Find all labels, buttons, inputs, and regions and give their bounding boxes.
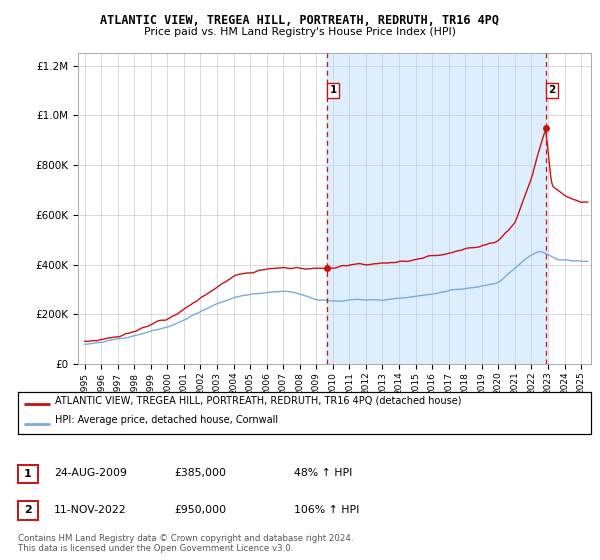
- Text: 2: 2: [24, 506, 32, 515]
- Text: HPI: Average price, detached house, Cornwall: HPI: Average price, detached house, Corn…: [55, 415, 278, 425]
- Bar: [327, 53, 546, 364]
- Text: ATLANTIC VIEW, TREGEA HILL, PORTREATH, REDRUTH, TR16 4PQ (detached house): ATLANTIC VIEW, TREGEA HILL, PORTREATH, R…: [55, 395, 462, 405]
- Text: 2: 2: [548, 86, 556, 96]
- Text: 1: 1: [329, 86, 337, 96]
- Text: £385,000: £385,000: [174, 468, 226, 478]
- Text: 48% ↑ HPI: 48% ↑ HPI: [294, 468, 352, 478]
- Text: Contains HM Land Registry data © Crown copyright and database right 2024.
This d: Contains HM Land Registry data © Crown c…: [18, 534, 353, 553]
- Text: 106% ↑ HPI: 106% ↑ HPI: [294, 505, 359, 515]
- Text: ATLANTIC VIEW, TREGEA HILL, PORTREATH, REDRUTH, TR16 4PQ: ATLANTIC VIEW, TREGEA HILL, PORTREATH, R…: [101, 14, 499, 27]
- Text: 24-AUG-2009: 24-AUG-2009: [54, 468, 127, 478]
- Text: Price paid vs. HM Land Registry's House Price Index (HPI): Price paid vs. HM Land Registry's House …: [144, 27, 456, 37]
- Text: 11-NOV-2022: 11-NOV-2022: [54, 505, 127, 515]
- Text: 1: 1: [24, 469, 32, 479]
- Text: £950,000: £950,000: [174, 505, 226, 515]
